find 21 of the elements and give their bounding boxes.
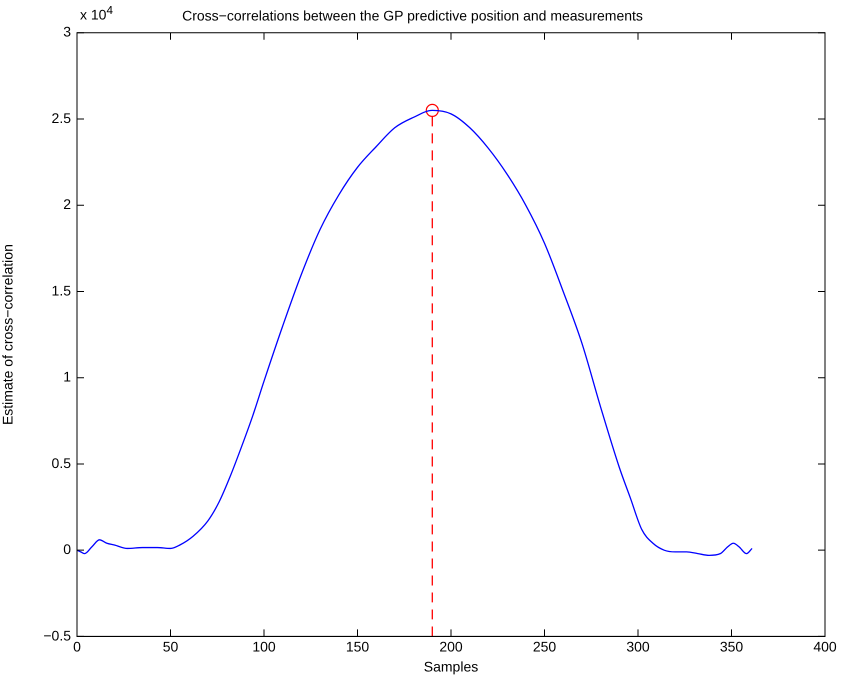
- y-tick-label: 0.5: [52, 454, 72, 471]
- x-tick-label: 350: [720, 638, 744, 655]
- x-tick-label: 150: [346, 638, 370, 655]
- y-tick-label: 2.5: [52, 110, 72, 126]
- y-tick-label: 3: [63, 24, 72, 40]
- x-tick-label: 200: [439, 638, 463, 655]
- y-tick-label: 1.5: [52, 282, 72, 298]
- x-axis-title: Samples: [424, 658, 478, 674]
- y-axis-title: Estimate of cross−correlation: [0, 244, 16, 426]
- y-tick-label: 1: [63, 368, 72, 385]
- x-tick-label: 300: [626, 638, 650, 655]
- text: x 10$^{4}$: [80, 4, 113, 23]
- x-tick-label: 400: [813, 638, 837, 655]
- y-tick-label: 0: [63, 541, 72, 558]
- x-tick-label: 100: [252, 638, 276, 655]
- x-tick-label: 0: [73, 638, 82, 655]
- x-tick-label: 50: [162, 638, 178, 655]
- y-tick-label: −0.5: [43, 627, 72, 644]
- x-tick-label: 250: [532, 638, 556, 655]
- y-tick-label: 2: [63, 196, 72, 212]
- chart-title: Cross−correlations between the GP predictive position and measurements: [182, 7, 643, 24]
